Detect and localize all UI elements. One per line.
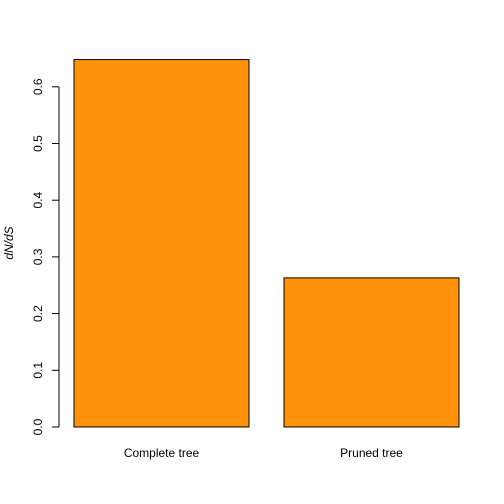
y-tick-label: 0.3 — [31, 248, 45, 265]
x-tick-label: Complete tree — [124, 446, 200, 460]
y-tick-label: 0.6 — [31, 78, 45, 95]
x-tick-label: Pruned tree — [340, 446, 403, 460]
x-axis-labels: Complete tree Pruned tree — [124, 446, 403, 460]
y-tick-label: 0.5 — [31, 135, 45, 152]
y-tick-label: 0.4 — [31, 192, 45, 209]
bar-complete-tree — [74, 60, 249, 427]
y-tick-label: 0.0 — [31, 418, 45, 435]
bars-group — [74, 60, 459, 427]
bar-pruned-tree — [284, 278, 459, 427]
y-tick-label: 0.2 — [31, 305, 45, 322]
y-axis: 0.0 0.1 0.2 0.3 0.4 0.5 0.6 — [31, 78, 59, 435]
y-tick-label: 0.1 — [31, 362, 45, 379]
y-axis-label: dN/dS — [2, 226, 16, 259]
